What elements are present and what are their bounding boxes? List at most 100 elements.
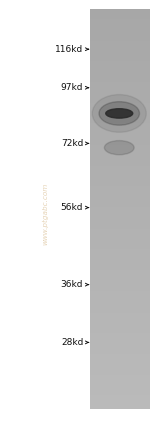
Bar [90, 382, 150, 383]
Bar [90, 150, 150, 151]
Bar [90, 294, 150, 295]
Bar [90, 75, 150, 77]
Bar [90, 327, 150, 329]
Bar [90, 155, 150, 157]
Bar [90, 97, 150, 98]
Bar [90, 233, 150, 234]
Bar [90, 261, 150, 262]
Ellipse shape [92, 95, 146, 132]
Bar [90, 246, 150, 247]
Bar [90, 401, 150, 402]
Bar [90, 339, 150, 341]
Bar [90, 295, 150, 297]
Bar [90, 230, 150, 231]
Bar [90, 130, 150, 131]
Bar [90, 317, 150, 318]
Ellipse shape [104, 140, 134, 155]
Bar [90, 285, 150, 286]
Bar [90, 302, 150, 303]
Bar [90, 283, 150, 285]
Bar [90, 338, 150, 339]
Bar [90, 125, 150, 126]
Bar [90, 273, 150, 274]
Bar [90, 227, 150, 229]
Bar [90, 74, 150, 75]
Bar [90, 221, 150, 222]
Bar [90, 251, 150, 253]
Bar [90, 21, 150, 22]
Bar [90, 357, 150, 358]
Bar [90, 271, 150, 273]
Bar [90, 31, 150, 33]
Bar [90, 115, 150, 116]
Bar [90, 262, 150, 263]
Bar [90, 175, 150, 177]
Bar [90, 68, 150, 70]
Bar [90, 67, 150, 68]
Bar [90, 274, 150, 275]
Bar [90, 404, 150, 405]
Bar [90, 321, 150, 322]
Bar [90, 167, 150, 169]
Text: www.ptgabc.com: www.ptgabc.com [42, 183, 48, 245]
Bar [90, 405, 150, 406]
Bar [90, 172, 150, 174]
Bar [90, 319, 150, 321]
Bar [90, 104, 150, 106]
Bar [90, 45, 150, 46]
Bar [90, 387, 150, 389]
Bar [90, 129, 150, 130]
Bar [90, 287, 150, 288]
Bar [90, 397, 150, 398]
Bar [90, 263, 150, 265]
Bar [90, 241, 150, 242]
Bar [90, 92, 150, 94]
Bar [90, 34, 150, 35]
Bar [90, 225, 150, 226]
Bar [90, 346, 150, 348]
Bar [90, 127, 150, 129]
Text: 116kd: 116kd [55, 45, 83, 54]
Bar [90, 311, 150, 313]
Bar [90, 196, 150, 198]
Bar [90, 342, 150, 343]
Bar [90, 215, 150, 217]
Bar [90, 256, 150, 257]
Bar [90, 234, 150, 235]
Bar [90, 122, 150, 123]
Bar [90, 362, 150, 363]
Bar [90, 303, 150, 305]
Bar [90, 46, 150, 47]
Bar [90, 191, 150, 193]
Bar [90, 378, 150, 379]
Bar [90, 399, 150, 401]
Bar [90, 102, 150, 103]
Bar [90, 178, 150, 179]
Bar [90, 70, 150, 71]
Bar [90, 279, 150, 281]
Bar [90, 394, 150, 395]
Bar [90, 305, 150, 306]
Bar [90, 385, 150, 386]
Bar [90, 83, 150, 85]
Bar [90, 395, 150, 397]
Bar [90, 189, 150, 190]
Bar [90, 35, 150, 36]
Bar [90, 165, 150, 166]
Bar [90, 219, 150, 221]
Bar [90, 268, 150, 269]
Bar [90, 365, 150, 366]
Text: 36kd: 36kd [61, 280, 83, 289]
Bar [90, 291, 150, 293]
Bar [90, 377, 150, 378]
Bar [90, 87, 150, 89]
Bar [90, 278, 150, 279]
Bar [90, 160, 150, 162]
Bar [90, 361, 150, 362]
Bar [90, 9, 150, 10]
Bar [90, 343, 150, 345]
Bar [90, 33, 150, 34]
Bar [90, 266, 150, 268]
Bar [90, 370, 150, 372]
Bar [90, 358, 150, 360]
